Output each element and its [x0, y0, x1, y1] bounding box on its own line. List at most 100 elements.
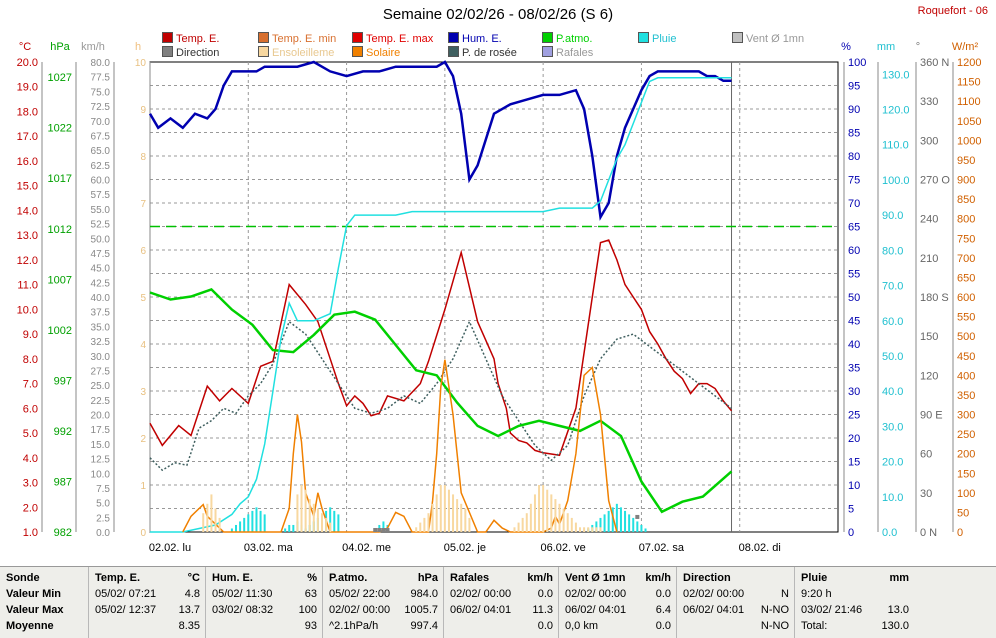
cell-value: N-NO — [761, 620, 789, 632]
sunshine-bar — [415, 527, 417, 532]
tick-label: 0.0 — [96, 528, 110, 539]
tick-label: 16.0 — [17, 156, 38, 168]
rain-bar — [288, 525, 290, 532]
cell-time: 05/02/ 12:37 — [95, 604, 156, 616]
direction-point — [377, 528, 381, 532]
table-unit: hPa — [418, 572, 438, 584]
cell-time: 02/02/ 00:00 — [565, 588, 626, 600]
sunshine-bar — [210, 494, 212, 532]
axis-rain: 130.0120.0110.0100.090.080.070.060.050.0… — [878, 62, 910, 539]
cell-value: 984.0 — [410, 588, 438, 600]
rain-bar — [243, 518, 245, 532]
tick-label: 35 — [848, 363, 860, 375]
tick-label: 997 — [54, 375, 72, 387]
tick-label: 5.0 — [23, 428, 38, 440]
sunshine-bar — [301, 485, 303, 532]
tick-label: 400 — [957, 370, 975, 382]
tick-label: 18.0 — [17, 106, 38, 118]
table-row: N-NO — [683, 620, 789, 636]
tick-label: 2.0 — [23, 502, 38, 514]
tick-label: 270 O — [920, 175, 950, 187]
tick-label: 1017 — [48, 173, 72, 185]
tick-label: 17.0 — [17, 131, 38, 143]
rain-bar — [235, 525, 237, 532]
sunshine-bar — [579, 527, 581, 532]
cell-value: 100 — [299, 604, 317, 616]
tick-label: 12.0 — [17, 255, 38, 267]
cell-time: 03/02/ 21:46 — [801, 604, 862, 616]
table-header-row: Sonde — [6, 572, 82, 588]
tick-label: 5.0 — [96, 499, 110, 510]
tick-label: 25.0 — [91, 381, 111, 392]
cell-time: 0,0 km — [565, 620, 598, 632]
tick-label: 85 — [848, 128, 860, 140]
tick-label: 900 — [957, 175, 975, 187]
tick-label: 70.0 — [91, 117, 111, 128]
tick-label: 19.0 — [17, 82, 38, 94]
tick-label: 8 — [140, 152, 146, 163]
tick-label: 240 — [920, 214, 938, 226]
rain-bar — [264, 514, 266, 532]
sunshine-bar — [305, 490, 307, 532]
rain-bar — [620, 507, 622, 532]
tick-label: 65.0 — [91, 146, 111, 157]
tick-label: 15.0 — [17, 181, 38, 193]
rain-bar — [239, 521, 241, 532]
direction-point — [381, 528, 385, 532]
rain-bar — [608, 511, 610, 532]
rain-bar — [251, 511, 253, 532]
rain-bar — [604, 514, 606, 532]
rain-bar — [628, 514, 630, 532]
sunshine-bar — [542, 485, 544, 532]
tick-label: 67.5 — [91, 131, 111, 142]
cell-value: 0.0 — [538, 588, 553, 600]
sunshine-bar — [215, 509, 217, 533]
tick-label: 350 — [957, 390, 975, 402]
table-header: Temp. E. — [95, 572, 140, 584]
axis-unit-wind: km/h — [81, 41, 105, 53]
tick-label: 30.0 — [91, 352, 111, 363]
tick-label: 30.0 — [882, 421, 903, 433]
tick-label: 20 — [848, 433, 860, 445]
table-header: P.atmo. — [329, 572, 367, 584]
table-header-row: Direction — [683, 572, 789, 588]
cell-value: 130.0 — [881, 620, 909, 632]
cell-value: 13.0 — [888, 604, 909, 616]
tick-label: 42.5 — [91, 278, 111, 289]
tick-label: 45 — [848, 316, 860, 328]
axis-unit-humidity: % — [841, 41, 851, 53]
tick-label: 0.0 — [882, 527, 897, 539]
sunshine-bar — [219, 518, 221, 532]
table-unit: km/h — [527, 572, 553, 584]
tick-label: 360 N — [920, 57, 949, 69]
rain-bar — [645, 528, 647, 532]
row-label: Valeur Max — [6, 604, 63, 616]
tick-label: 800 — [957, 214, 975, 226]
tick-label: 110.0 — [882, 140, 909, 152]
axis-unit-solar: W/m² — [952, 41, 979, 53]
x-tick-label: 02.02. lu — [149, 542, 191, 554]
tick-label: 1150 — [957, 77, 981, 89]
sunshine-bar — [202, 513, 204, 532]
tick-label: 992 — [54, 426, 72, 438]
table-header: Direction — [683, 572, 731, 584]
rain-bar — [247, 514, 249, 532]
tick-label: 100 — [848, 57, 866, 69]
cell-value: 0.0 — [538, 620, 553, 632]
sunshine-bar — [526, 513, 528, 532]
cell-time: 02/02/ 00:00 — [683, 588, 744, 600]
sunshine-bar — [313, 504, 315, 532]
tick-label: 7.5 — [96, 484, 110, 495]
